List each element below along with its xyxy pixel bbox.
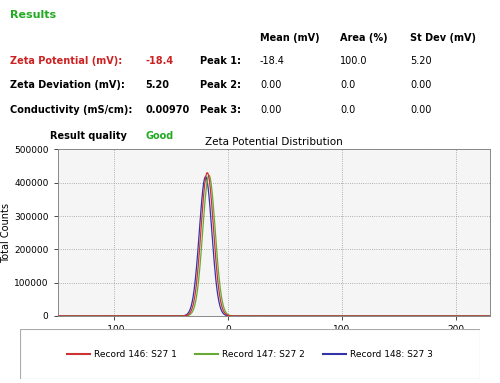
- Legend: Record 146: S27 1, Record 147: S27 2, Record 148: S27 3: Record 146: S27 1, Record 147: S27 2, Re…: [64, 346, 436, 362]
- Text: Peak 2:: Peak 2:: [200, 80, 241, 90]
- Text: 0.0: 0.0: [340, 80, 355, 90]
- Text: 0.00: 0.00: [410, 80, 432, 90]
- X-axis label: Apparent Zeta Potential (mV): Apparent Zeta Potential (mV): [202, 337, 346, 347]
- Text: 0.0: 0.0: [340, 105, 355, 115]
- Text: -18.4: -18.4: [145, 56, 173, 65]
- Text: Peak 1:: Peak 1:: [200, 56, 241, 65]
- Text: 0.00: 0.00: [260, 105, 281, 115]
- Y-axis label: Total Counts: Total Counts: [1, 203, 11, 263]
- Text: Peak 3:: Peak 3:: [200, 105, 241, 115]
- Text: Result quality: Result quality: [50, 131, 127, 141]
- Text: 0.00970: 0.00970: [145, 105, 189, 115]
- FancyBboxPatch shape: [20, 329, 480, 379]
- Text: 0.00: 0.00: [410, 105, 432, 115]
- Text: 5.20: 5.20: [145, 80, 169, 90]
- Text: Results: Results: [10, 10, 56, 20]
- Text: 5.20: 5.20: [410, 56, 432, 65]
- Title: Zeta Potential Distribution: Zeta Potential Distribution: [205, 137, 342, 147]
- Text: Conductivity (mS/cm):: Conductivity (mS/cm):: [10, 105, 132, 115]
- Text: Area (%): Area (%): [340, 33, 388, 43]
- Text: Mean (mV): Mean (mV): [260, 33, 320, 43]
- Text: St Dev (mV): St Dev (mV): [410, 33, 476, 43]
- Text: Zeta Deviation (mV):: Zeta Deviation (mV):: [10, 80, 125, 90]
- Text: Good: Good: [145, 131, 174, 141]
- Text: 0.00: 0.00: [260, 80, 281, 90]
- Text: Zeta Potential (mV):: Zeta Potential (mV):: [10, 56, 122, 65]
- Text: -18.4: -18.4: [260, 56, 285, 65]
- Text: 100.0: 100.0: [340, 56, 367, 65]
